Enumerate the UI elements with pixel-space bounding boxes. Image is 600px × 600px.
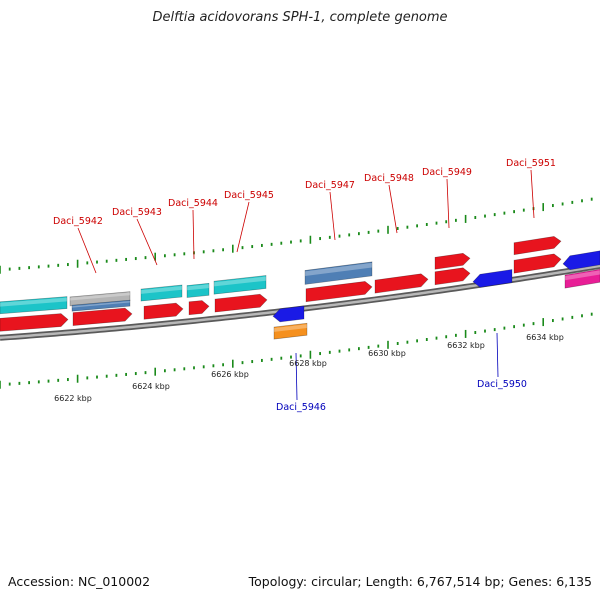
gene-label-forward: Daci_5951 [506, 158, 556, 169]
reverse-gene-blue [562, 250, 600, 271]
forward-gene-steelblue [71, 299, 131, 312]
gene-label-forward: Daci_5945 [224, 190, 274, 201]
forward-gene-steelblue [304, 261, 373, 285]
inner-tick-track [0, 312, 593, 389]
gene-label-forward: Daci_5949 [422, 167, 472, 178]
forward-cds-arrow [188, 300, 210, 316]
reverse-gene-blue [272, 305, 305, 323]
forward-gene-cyan [213, 275, 267, 295]
gene-label-forward: Daci_5948 [364, 173, 414, 184]
gene-labels: Daci_5942 Daci_5943 Daci_5944 Daci_5945 Daci… [53, 158, 556, 413]
leader-line [77, 227, 97, 274]
gene-label-forward: Daci_5944 [168, 198, 218, 209]
forward-gene-cyan [0, 296, 68, 315]
forward-gene-cyan [140, 284, 183, 302]
outer-tick-track [0, 197, 593, 274]
leader-line [236, 201, 250, 253]
leader-line [446, 178, 450, 229]
leader-line [496, 332, 499, 378]
genome-summary-text: Topology: circular; Length: 6,767,514 bp… [248, 574, 592, 589]
gene-label-reverse: Daci_5946 [276, 402, 326, 413]
gene-label-reverse: Daci_5950 [477, 379, 527, 390]
map-title: Delftia acidovorans SPH-1, complete geno… [152, 10, 448, 25]
forward-cds-arrow [434, 252, 471, 270]
accession-text: Accession: NC_010002 [8, 574, 151, 589]
reverse-gene-magenta [564, 268, 600, 289]
forward-cds-arrow [72, 307, 133, 326]
forward-cds-arrow [434, 267, 471, 286]
gene-label-forward: Daci_5943 [112, 207, 162, 218]
scale-label: 6622 kbp [54, 394, 92, 403]
forward-cds-arrow [305, 281, 373, 303]
leader-line [388, 184, 398, 234]
scale-label: 6624 kbp [132, 382, 170, 391]
scale-label: 6628 kbp [289, 359, 327, 368]
scale-label: 6630 kbp [368, 349, 406, 358]
gene-label-forward: Daci_5947 [305, 180, 355, 191]
scale-label: 6632 kbp [447, 341, 485, 350]
scale-label: 6634 kbp [526, 333, 564, 342]
leader-line [530, 169, 535, 219]
scale-labels: 6622 kbp 6624 kbp 6626 kbp 6628 kbp 6630 kbp… [54, 333, 564, 403]
gene-features [0, 236, 600, 340]
leader-line [192, 209, 195, 260]
scale-label: 6626 kbp [211, 370, 249, 379]
leader-line [136, 218, 158, 266]
leader-line [295, 352, 298, 401]
reverse-gene-blue [472, 269, 513, 288]
forward-cds-arrow [513, 253, 562, 274]
forward-gene-cyan [186, 282, 210, 298]
leader-line [329, 191, 336, 241]
reverse-gene-orange [273, 322, 308, 340]
forward-cds-arrow [143, 302, 184, 320]
forward-cds-arrow [0, 313, 69, 332]
gene-label-forward: Daci_5942 [53, 216, 103, 227]
forward-cds-arrow [374, 273, 429, 294]
forward-cds-arrow [214, 293, 268, 313]
forward-cds-arrow [513, 236, 562, 256]
label-leader-lines [77, 169, 535, 401]
